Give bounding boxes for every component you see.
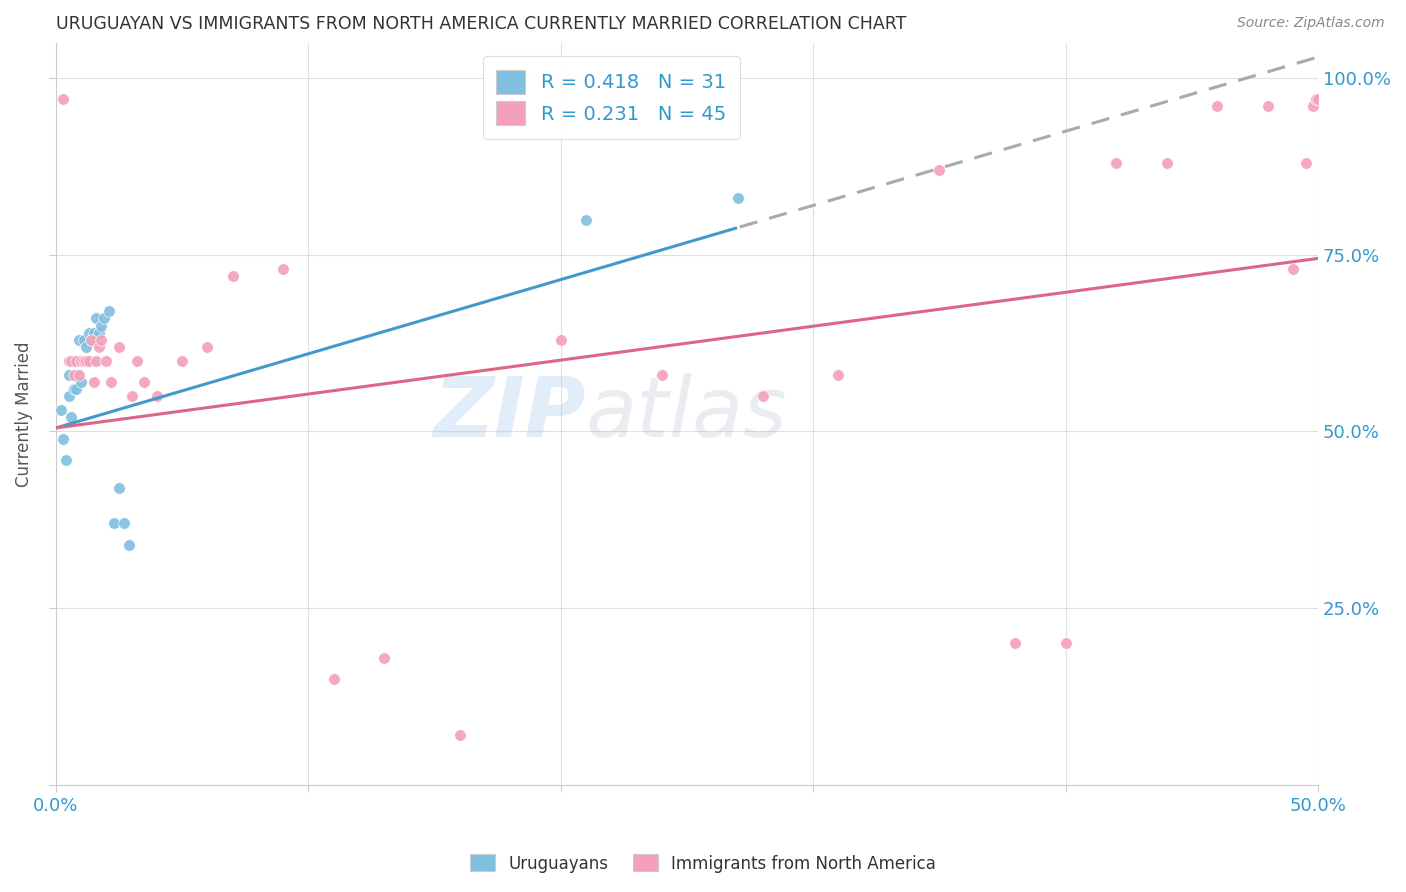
Point	[97, 304, 120, 318]
Point	[449, 728, 471, 742]
Point	[65, 368, 87, 382]
Point	[52, 92, 75, 106]
Point	[93, 311, 115, 326]
Point	[62, 368, 84, 382]
Point	[172, 354, 194, 368]
Point	[52, 432, 75, 446]
Point	[550, 333, 572, 347]
Point	[1257, 99, 1279, 113]
Point	[60, 410, 83, 425]
Point	[55, 452, 77, 467]
Point	[49, 403, 72, 417]
Point	[108, 481, 131, 495]
Point	[90, 318, 112, 333]
Point	[77, 354, 100, 368]
Point	[221, 268, 243, 283]
Point	[271, 262, 294, 277]
Point	[103, 516, 125, 531]
Point	[827, 368, 849, 382]
Point	[1206, 99, 1229, 113]
Point	[87, 326, 110, 340]
Point	[1295, 156, 1317, 170]
Point	[83, 326, 105, 340]
Point	[67, 354, 90, 368]
Point	[73, 354, 96, 368]
Text: Source: ZipAtlas.com: Source: ZipAtlas.com	[1237, 16, 1385, 30]
Point	[1305, 92, 1327, 106]
Point	[651, 368, 673, 382]
Point	[90, 333, 112, 347]
Point	[1004, 636, 1026, 650]
Point	[84, 311, 107, 326]
Text: URUGUAYAN VS IMMIGRANTS FROM NORTH AMERICA CURRENTLY MARRIED CORRELATION CHART: URUGUAYAN VS IMMIGRANTS FROM NORTH AMERI…	[56, 15, 907, 33]
Point	[373, 650, 395, 665]
Point	[84, 354, 107, 368]
Point	[70, 354, 93, 368]
Point	[65, 354, 87, 368]
Point	[65, 382, 87, 396]
Point	[100, 375, 122, 389]
Point	[108, 340, 131, 354]
Point	[146, 389, 169, 403]
Point	[87, 340, 110, 354]
Point	[62, 354, 84, 368]
Point	[77, 326, 100, 340]
Point	[73, 354, 96, 368]
Point	[67, 368, 90, 382]
Point	[322, 672, 344, 686]
Point	[195, 340, 218, 354]
Point	[58, 389, 80, 403]
Point	[752, 389, 775, 403]
Point	[1282, 262, 1305, 277]
Point	[62, 382, 84, 396]
Text: atlas: atlas	[586, 374, 787, 454]
Legend: R = 0.418   N = 31, R = 0.231   N = 45: R = 0.418 N = 31, R = 0.231 N = 45	[482, 56, 740, 139]
Point	[125, 354, 148, 368]
Point	[928, 163, 950, 178]
Point	[58, 368, 80, 382]
Point	[60, 354, 83, 368]
Y-axis label: Currently Married: Currently Married	[15, 341, 32, 486]
Point	[73, 333, 96, 347]
Point	[75, 354, 97, 368]
Point	[1156, 156, 1178, 170]
Point	[75, 340, 97, 354]
Point	[58, 354, 80, 368]
Point	[121, 389, 143, 403]
Point	[83, 375, 105, 389]
Text: ZIP: ZIP	[433, 374, 586, 454]
Point	[96, 354, 118, 368]
Point	[134, 375, 156, 389]
Point	[1308, 92, 1330, 106]
Point	[575, 212, 598, 227]
Point	[112, 516, 135, 531]
Point	[118, 537, 141, 551]
Point	[80, 333, 103, 347]
Point	[1105, 156, 1128, 170]
Point	[70, 375, 93, 389]
Point	[1054, 636, 1077, 650]
Point	[80, 333, 103, 347]
Point	[1302, 99, 1324, 113]
Legend: Uruguayans, Immigrants from North America: Uruguayans, Immigrants from North Americ…	[463, 847, 943, 880]
Point	[70, 354, 93, 368]
Point	[727, 191, 749, 205]
Point	[67, 333, 90, 347]
